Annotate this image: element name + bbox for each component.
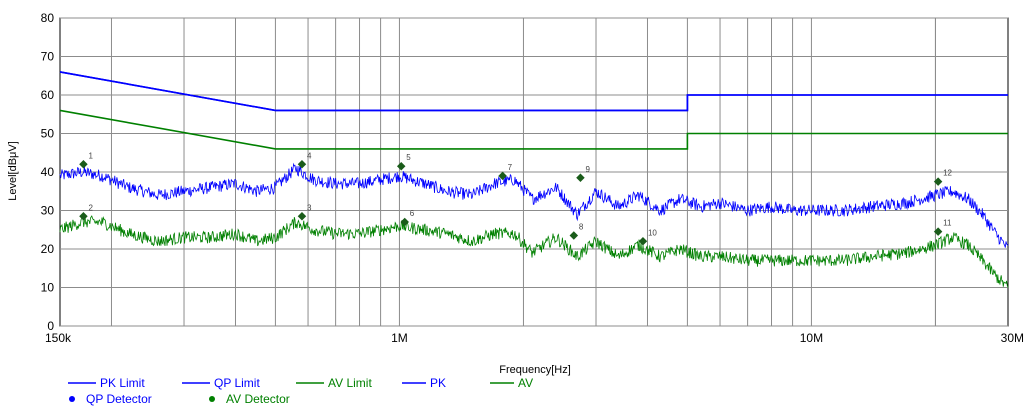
limit-line — [59, 109, 1008, 150]
x-axis-label: Frequency[Hz] — [499, 364, 571, 376]
y-tick-label: 70 — [41, 50, 55, 64]
limit-lines — [59, 71, 1008, 150]
legend: PK Limit QP Limit AV Limit PK AV QP Detector A… — [68, 376, 533, 406]
detector-marker — [400, 217, 409, 227]
legend-label: PK — [430, 376, 446, 390]
x-tick-label: 150k — [45, 331, 72, 345]
marker-label: 8 — [579, 223, 584, 232]
marker-label: 11 — [943, 219, 952, 228]
trace-line — [59, 215, 1009, 288]
detector-marker — [79, 160, 88, 169]
trace-line — [59, 162, 1009, 248]
marker-label: 1 — [88, 151, 93, 160]
limit-line — [59, 71, 1008, 112]
detector-marker — [396, 161, 406, 171]
marker-label: 12 — [943, 169, 952, 178]
legend-label: QP Detector — [86, 392, 152, 406]
grid — [59, 17, 1009, 327]
marker-label: 7 — [508, 163, 513, 172]
marker-label: 9 — [585, 165, 590, 174]
y-tick-label: 40 — [41, 165, 55, 179]
y-tick-label: 20 — [41, 242, 55, 256]
x-tick-label: 30M — [1001, 331, 1024, 345]
measurement-traces — [59, 162, 1009, 288]
marker-label: 6 — [410, 209, 415, 218]
legend-label: QP Limit — [214, 376, 260, 390]
y-tick-label: 10 — [41, 281, 55, 295]
y-tick-label: 60 — [41, 88, 55, 102]
detector-marker — [297, 212, 307, 221]
y-tick-label: 50 — [41, 127, 55, 141]
marker-label: 10 — [648, 228, 657, 237]
legend-label: PK Limit — [100, 376, 145, 390]
legend-label: AV — [518, 376, 533, 390]
marker-label: 5 — [406, 153, 411, 162]
detector-marker — [498, 171, 507, 181]
legend-label: AV Detector — [226, 392, 290, 406]
marker-label: 3 — [307, 203, 312, 212]
y-tick-label: 0 — [47, 319, 54, 333]
legend-dot-swatch — [69, 396, 75, 402]
tick-labels: 0 10 20 30 40 50 60 70 80 150k 1M 10M 30M — [41, 11, 1024, 345]
y-tick-label: 80 — [41, 11, 55, 25]
marker-label: 4 — [307, 151, 312, 160]
marker-label: 2 — [88, 203, 93, 212]
y-axis-label: Level[dBμV] — [7, 141, 19, 201]
x-tick-label: 10M — [800, 331, 823, 345]
x-tick-label: 1M — [391, 331, 408, 345]
legend-label: AV Limit — [328, 376, 372, 390]
legend-dot-swatch — [209, 396, 215, 402]
detector-marker — [79, 212, 88, 221]
y-tick-label: 30 — [41, 204, 55, 218]
detector-marker — [297, 160, 307, 169]
